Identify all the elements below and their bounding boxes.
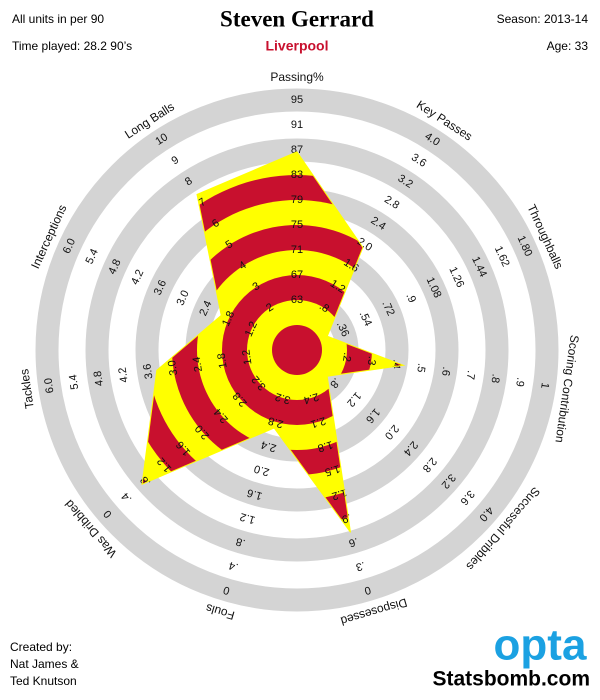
tick-label: 67 [291,269,303,281]
tick-label: 1.8 [316,438,334,454]
tick-label: .3 [354,559,366,573]
tick-label: 6.0 [61,237,78,256]
axis-name: Fouls [204,601,236,623]
tick-label: 4.2 [129,268,146,287]
tick-label: 4.8 [92,370,106,387]
tick-label: 3.0 [175,289,192,308]
tick-label: 4.2 [117,366,131,383]
tick-label: 2.8 [420,455,439,474]
tick-label: .6 [439,366,452,377]
tick-label: 10 [153,131,170,148]
tick-label: .7 [464,370,477,381]
tick-label: 5 [224,238,236,251]
tick-label: 3.6 [152,278,169,297]
team: Liverpool [265,38,328,54]
ring [35,88,559,612]
tick-label: .54 [357,309,374,328]
season: Season: 2013-14 [497,12,589,26]
tick-label: .4 [227,559,239,573]
tick-label: .4 [389,359,402,370]
tick-label: 83 [291,169,303,181]
credit: Nat James & [10,657,79,671]
tick-label: 1.5 [323,462,341,478]
tick-label: 1.8 [216,352,230,369]
credit: Ted Knutson [10,674,77,688]
tick-label: .9 [513,377,526,388]
tick-label: 1.2 [243,320,260,339]
tick-label: 6 [210,217,222,230]
tick-label: 2.0 [253,462,271,478]
axis-name: Passing% [270,70,324,84]
tick-label: 1.8 [220,309,237,328]
tick-label: 0 [222,583,231,596]
tick-label: 3.2 [274,390,292,406]
tick-label: .6 [347,535,359,549]
tick-label: 1.2 [240,349,254,366]
tick-label: 91 [291,119,303,131]
tick-label: 2.0 [382,422,401,441]
tick-label: 1.6 [246,486,264,502]
tick-label: 3.6 [141,363,155,380]
tick-label: 95 [291,94,303,106]
tick-label: 1.62 [492,244,512,268]
site: Statsbomb.com [432,668,590,691]
tick-label: 3 [251,280,263,293]
tick-label: .8 [235,535,247,549]
tick-label: 4.8 [106,257,123,276]
tick-label: 2.4 [302,390,320,406]
tick-label: 4 [237,259,249,272]
tick-label: 5.4 [84,247,101,266]
tick-label: .3 [365,355,378,366]
tick-label: .72 [379,299,396,318]
tick-label: 6.0 [42,377,56,394]
tick-label: 1.2 [239,510,257,526]
tick-label: 8 [183,175,195,188]
credit: Created by: [10,640,72,654]
tick-label: 71 [291,244,303,256]
ring [85,138,509,562]
tick-label: 0 [363,583,372,596]
tick-label: 2.8 [382,194,401,212]
tick-label: 3.0 [166,359,180,376]
tick-label: .4 [119,490,134,505]
tick-label: 2.4 [191,356,205,373]
tick-label: .2 [340,352,353,363]
tick-label: 63 [291,294,303,306]
tick-label: .9 [340,511,352,525]
center-disk [272,325,322,375]
tick-label: 79 [291,194,303,206]
tick-label: 75 [291,219,303,231]
age: Age: 33 [547,39,589,53]
tick-label: 2.1 [309,414,327,430]
tick-label: 2 [264,301,276,314]
tick-label: 1.26 [446,265,466,289]
tick-label: .9 [403,291,418,304]
tick-label: 5.4 [67,374,81,391]
tick-label: .5 [414,362,427,373]
axis-name: Tackles [17,368,37,410]
tick-label: 1.2 [344,389,363,408]
player-name: Steven Gerrard [220,6,374,31]
tick-label: 2.8 [267,414,285,430]
tick-label: 7 [197,196,209,209]
tick-label: 2.4 [197,299,214,318]
tick-label: .36 [334,320,351,339]
tick-label: 1 [538,382,551,390]
tick-label: 3.6 [458,488,477,507]
tick-label: 2.4 [260,438,278,454]
units-note: All units in per 90 [12,12,104,26]
player-shape [141,151,406,533]
tick-label: 3.6 [409,151,428,169]
logo: opta [494,621,587,670]
tick-label: .8 [488,373,501,384]
time-played: Time played: 28.2 90’s [12,39,132,53]
tick-label: 9 [169,154,181,167]
